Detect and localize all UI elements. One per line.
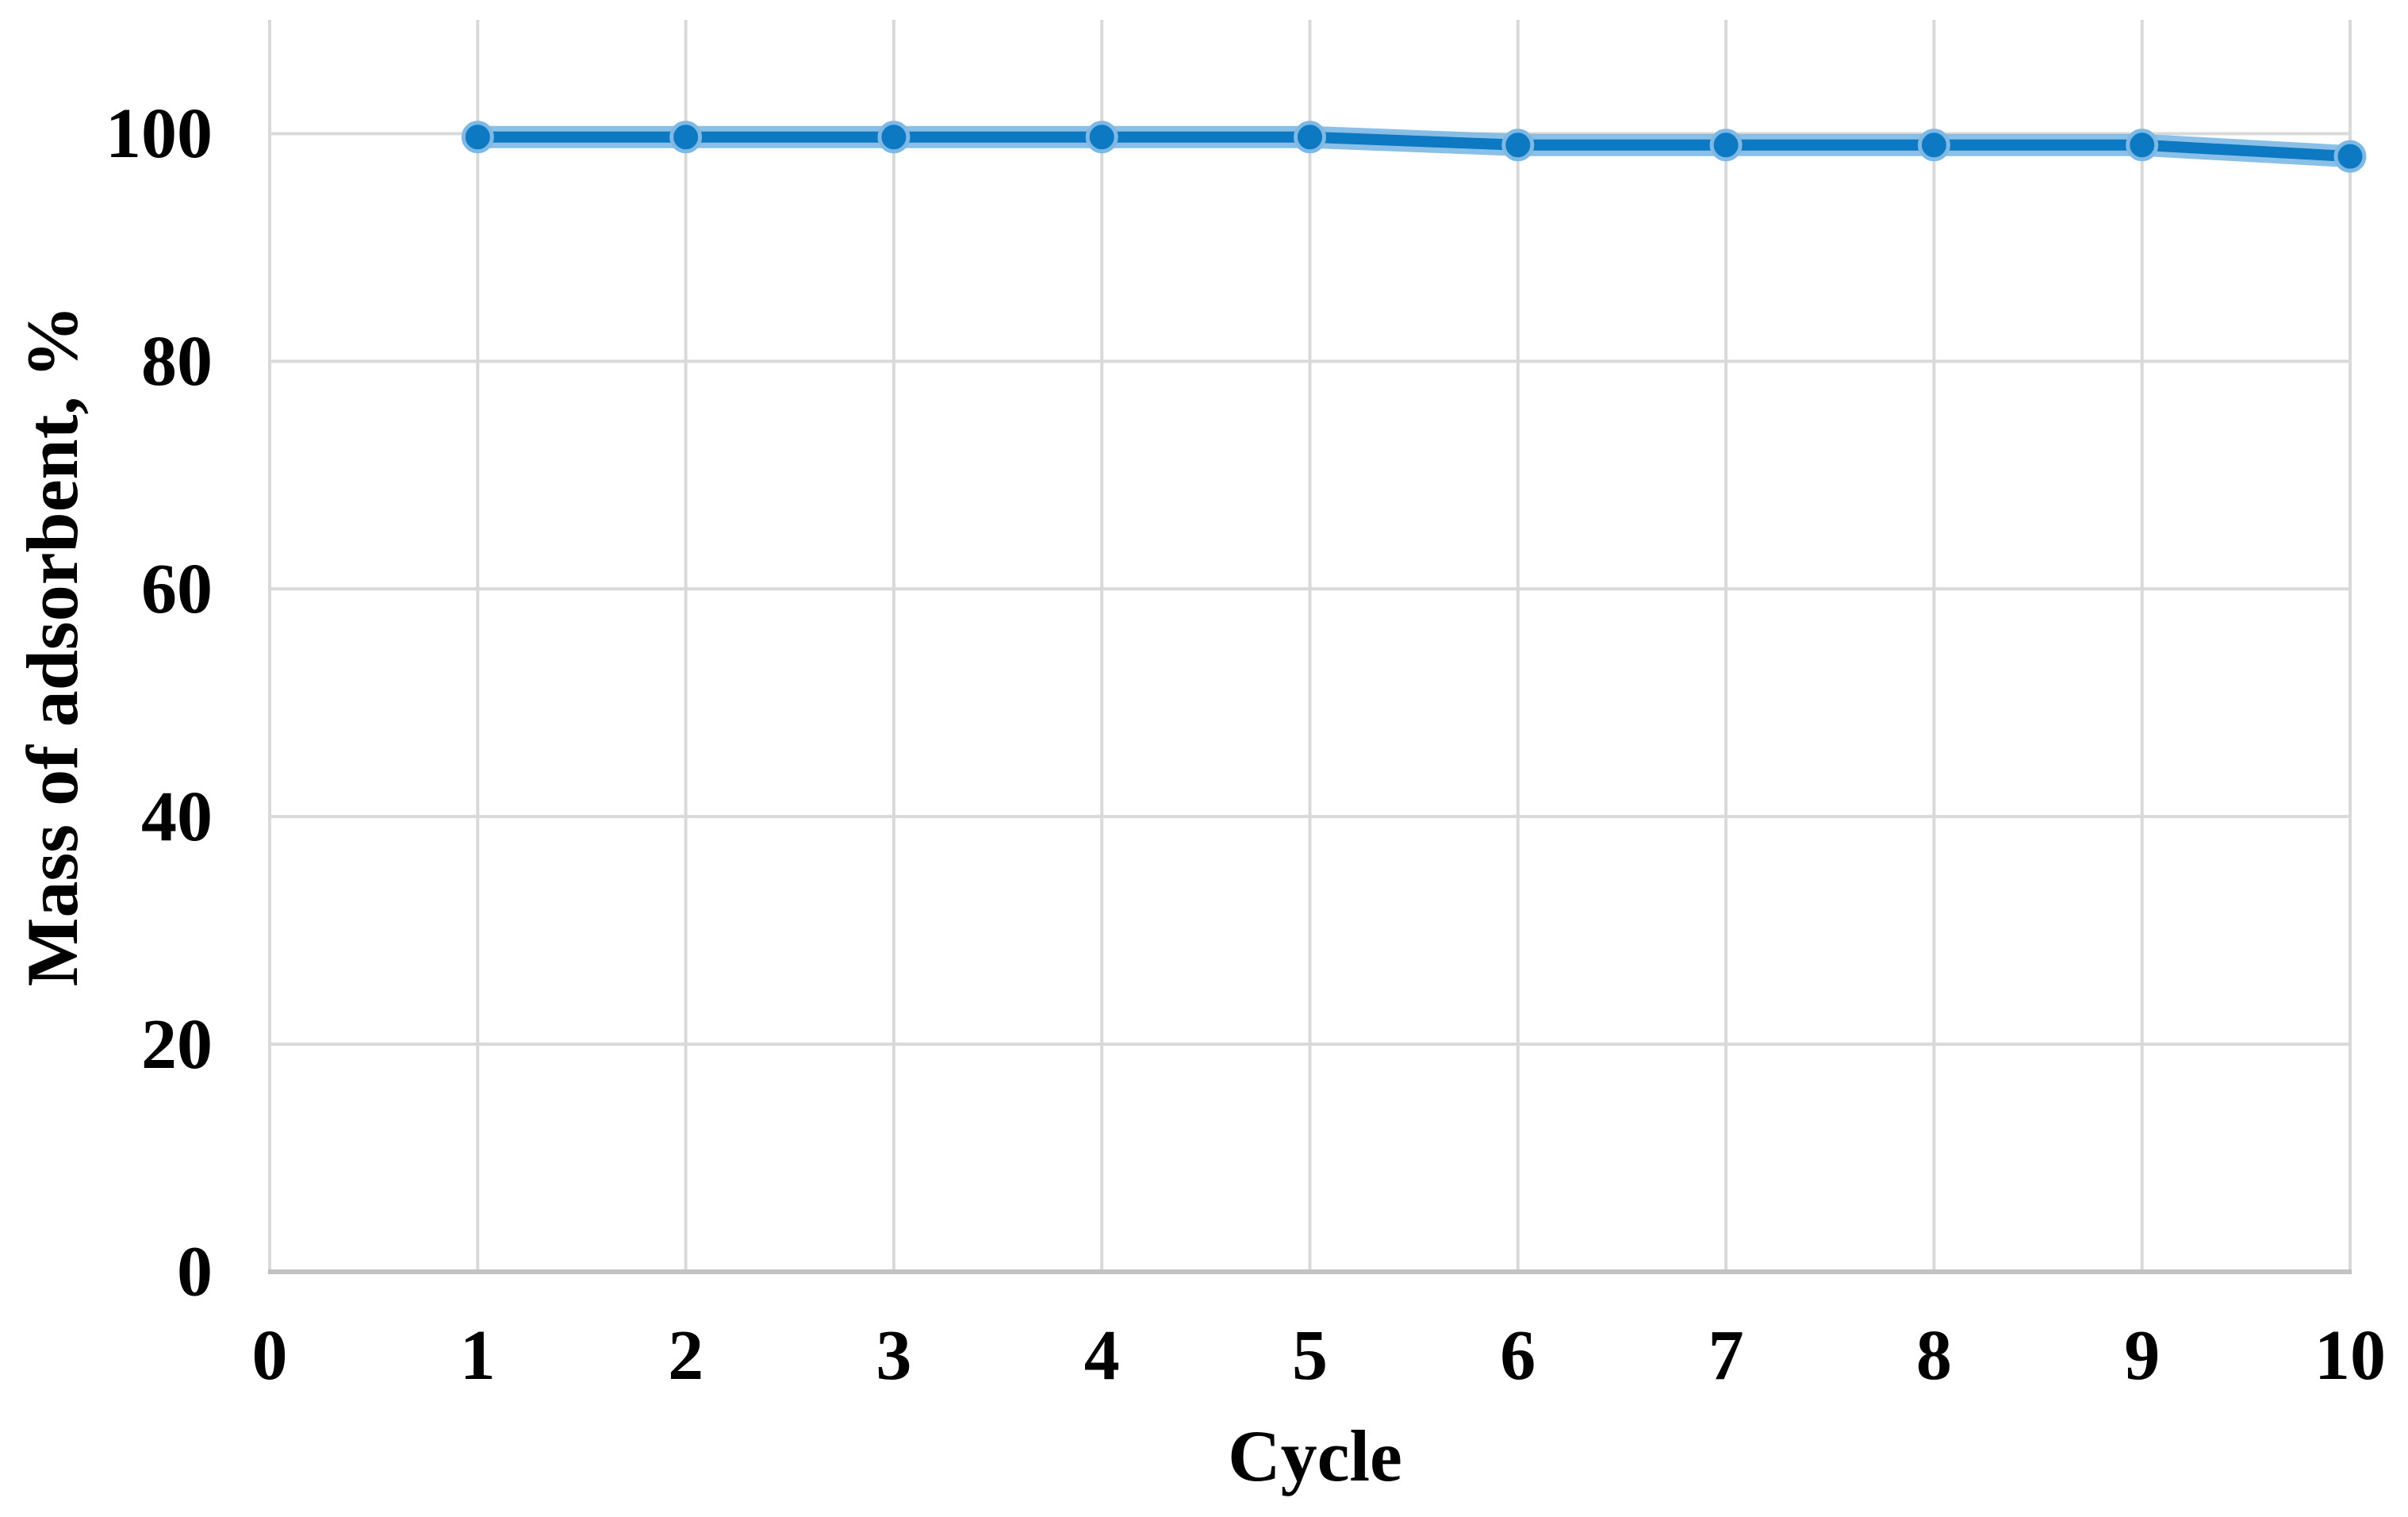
x-tick-label: 3 — [876, 1316, 911, 1395]
x-tick-label: 7 — [1708, 1316, 1744, 1395]
x-tick-label: 4 — [1084, 1316, 1120, 1395]
data-point-marker — [1085, 121, 1118, 154]
data-point-marker — [461, 121, 494, 154]
series-line — [472, 131, 2356, 163]
x-tick-label: 9 — [2124, 1316, 2160, 1395]
data-point-marker — [877, 121, 911, 154]
x-tick-label: 5 — [1292, 1316, 1328, 1395]
x-tick-label: 0 — [252, 1316, 288, 1395]
data-point-marker — [1709, 129, 1743, 162]
y-tick-label: 80 — [141, 322, 213, 401]
x-tick-label: 6 — [1500, 1316, 1536, 1395]
data-point-marker — [669, 121, 703, 154]
data-point-marker — [1501, 129, 1535, 162]
x-tick-label: 1 — [460, 1316, 496, 1395]
x-tick-label: 2 — [668, 1316, 704, 1395]
y-tick-label: 0 — [177, 1233, 213, 1312]
y-tick-label: 40 — [141, 778, 213, 856]
y-tick-label: 100 — [105, 94, 213, 173]
data-point-marker — [1917, 129, 1950, 162]
x-tick-label: 10 — [2314, 1316, 2386, 1395]
data-point-marker — [1294, 121, 1326, 154]
y-axis-title: Mass of adsorbent, % — [12, 305, 93, 987]
data-point-marker — [2126, 129, 2159, 162]
data-point-marker — [2333, 140, 2367, 173]
y-tick-label: 20 — [141, 1005, 213, 1084]
x-axis-title: Cycle — [1228, 1415, 1402, 1496]
y-tick-label: 60 — [141, 550, 213, 628]
x-tick-label: 8 — [1916, 1316, 1952, 1395]
